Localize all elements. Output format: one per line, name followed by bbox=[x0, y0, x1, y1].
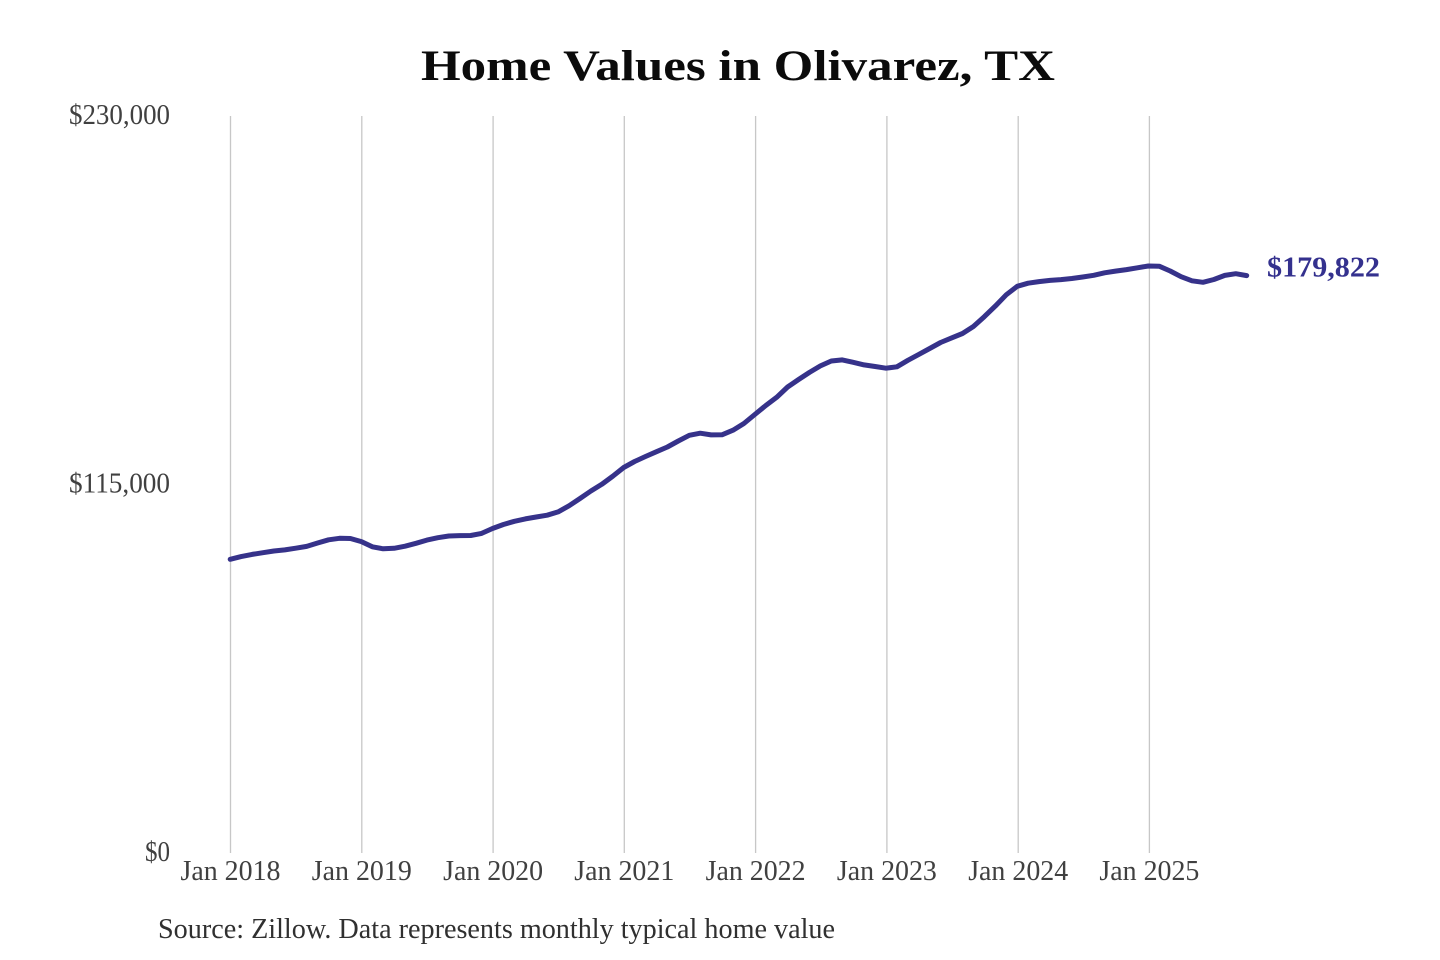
svg-text:Jan 2022: Jan 2022 bbox=[706, 856, 806, 887]
svg-text:Jan 2024: Jan 2024 bbox=[968, 856, 1068, 887]
svg-text:$179,822: $179,822 bbox=[1267, 253, 1380, 284]
svg-text:Jan 2019: Jan 2019 bbox=[312, 856, 412, 887]
svg-text:Jan 2020: Jan 2020 bbox=[443, 856, 543, 887]
svg-text:Source: Zillow. Data represent: Source: Zillow. Data represents monthly … bbox=[158, 914, 835, 945]
svg-text:Jan 2025: Jan 2025 bbox=[1099, 856, 1199, 887]
svg-text:Jan 2018: Jan 2018 bbox=[181, 856, 281, 887]
svg-text:$115,000: $115,000 bbox=[69, 469, 170, 500]
svg-text:Jan 2021: Jan 2021 bbox=[574, 856, 674, 887]
svg-text:$0: $0 bbox=[145, 837, 170, 868]
svg-text:Jan 2023: Jan 2023 bbox=[837, 856, 937, 887]
svg-text:$230,000: $230,000 bbox=[69, 100, 170, 131]
svg-text:Home Values in Olivarez, TX: Home Values in Olivarez, TX bbox=[421, 43, 1055, 90]
